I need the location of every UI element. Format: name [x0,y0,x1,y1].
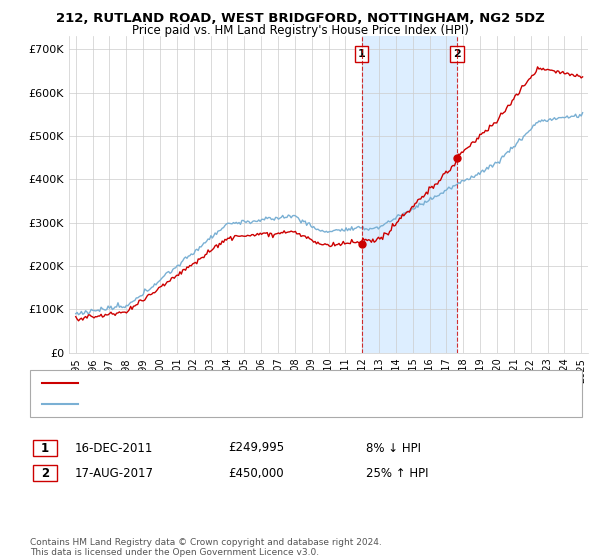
Text: 1: 1 [358,49,365,59]
Text: 2: 2 [41,466,49,480]
Text: 17-AUG-2017: 17-AUG-2017 [75,466,154,480]
Text: 212, RUTLAND ROAD, WEST BRIDGFORD, NOTTINGHAM, NG2 5DZ: 212, RUTLAND ROAD, WEST BRIDGFORD, NOTTI… [56,12,544,25]
Bar [362,36,457,353]
Text: 8% ↓ HPI: 8% ↓ HPI [366,441,421,455]
Text: 1: 1 [41,441,49,455]
Text: HPI: Average price, detached house, Rushcliffe: HPI: Average price, detached house, Rush… [87,399,331,409]
Text: 2: 2 [453,49,461,59]
Text: 16-DEC-2011: 16-DEC-2011 [75,441,154,455]
Text: £249,995: £249,995 [228,441,284,455]
Text: 25% ↑ HPI: 25% ↑ HPI [366,466,428,480]
Text: 212, RUTLAND ROAD, WEST BRIDGFORD, NOTTINGHAM, NG2 5DZ (detached house): 212, RUTLAND ROAD, WEST BRIDGFORD, NOTTI… [87,378,526,388]
Text: Contains HM Land Registry data © Crown copyright and database right 2024.
This d: Contains HM Land Registry data © Crown c… [30,538,382,557]
Text: £450,000: £450,000 [228,466,284,480]
Text: Price paid vs. HM Land Registry's House Price Index (HPI): Price paid vs. HM Land Registry's House … [131,24,469,36]
